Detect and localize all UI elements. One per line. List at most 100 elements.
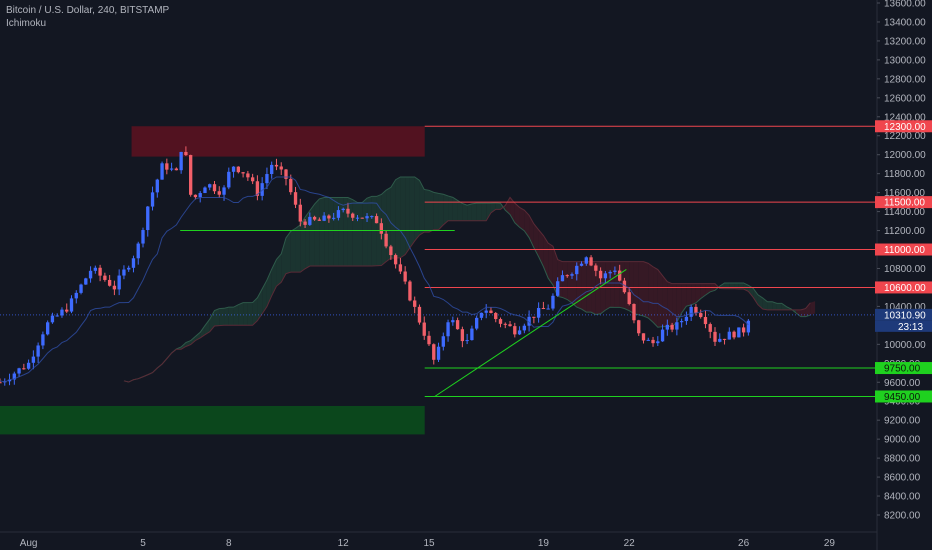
cloud-bear-segment xyxy=(805,302,811,317)
up-candle xyxy=(665,324,670,330)
down-candle xyxy=(651,339,655,344)
up-candle xyxy=(179,151,183,171)
price-axis[interactable]: 8200.00 8400.00 8600.00 8800.00 9000.00 9200.… xyxy=(876,0,932,550)
up-candle xyxy=(737,327,741,338)
up-candle xyxy=(50,315,55,323)
cloud-bear-segment xyxy=(524,210,530,238)
time-tick-label: 19 xyxy=(538,538,550,549)
price-tick-label: 12400.00 xyxy=(884,112,926,123)
down-candle xyxy=(713,331,717,342)
indicator-label[interactable]: Ichimoku xyxy=(6,18,47,29)
time-tick-label: 26 xyxy=(738,538,750,549)
down-candle xyxy=(598,270,603,279)
up-candle xyxy=(484,310,488,313)
up-candle xyxy=(150,192,155,207)
up-candle xyxy=(60,309,64,316)
up-candle xyxy=(560,275,565,282)
cloud-bear-segment xyxy=(676,283,682,323)
up-candle xyxy=(155,179,159,193)
down-candle xyxy=(360,217,364,219)
cloud-bear-segment xyxy=(614,261,620,308)
price-tick-label: 11400.00 xyxy=(884,207,925,218)
down-candle xyxy=(670,324,674,330)
up-candle xyxy=(169,168,174,170)
cloud-bull-segment xyxy=(338,197,344,267)
up-candle xyxy=(322,215,326,221)
down-candle xyxy=(212,184,217,192)
down-candle xyxy=(389,246,393,256)
down-candle xyxy=(489,310,493,314)
up-candle xyxy=(45,322,50,335)
down-candle xyxy=(694,306,698,314)
down-candle xyxy=(98,267,102,276)
cloud-bear-segment xyxy=(681,283,687,313)
cloud-bull-segment xyxy=(219,308,225,326)
cloud-bull-segment xyxy=(209,310,215,332)
up-candle xyxy=(370,216,374,218)
senkou-span-b xyxy=(123,196,811,383)
up-candle xyxy=(146,206,150,231)
price-tick-label: 10400.00 xyxy=(884,302,926,313)
cloud-bull-segment xyxy=(333,197,339,267)
down-candle xyxy=(432,344,436,360)
up-candle xyxy=(613,270,617,272)
time-tick-label: 8 xyxy=(226,538,232,549)
cloud-bear-segment xyxy=(672,283,677,327)
down-candle xyxy=(641,333,646,341)
up-candle xyxy=(718,338,722,342)
time-axis[interactable]: Aug 5 8 12 15 19 22 26 29 xyxy=(0,531,877,549)
cloud-bull-segment xyxy=(748,285,754,298)
cloud-bear-segment xyxy=(638,261,644,317)
down-candle xyxy=(703,317,708,325)
cloud-bear-segment xyxy=(633,261,639,315)
cloud-bull-segment xyxy=(204,319,210,335)
support-price-tag-bg xyxy=(875,362,932,375)
cloud-bull-segment xyxy=(429,190,434,233)
up-candle xyxy=(74,292,78,299)
current-price-tag-countdown-bg xyxy=(875,320,932,332)
cloud-bull-segment xyxy=(438,193,444,230)
horizontal-levels xyxy=(0,125,876,397)
cloud-bear-segment xyxy=(586,261,592,313)
cloud-bull-segment xyxy=(319,197,325,267)
rising-trendline xyxy=(434,269,627,397)
cloud-bull-segment xyxy=(257,288,263,321)
cloud-bear-segment xyxy=(562,261,568,300)
price-tags: 12300.00 11500.00 11000.00 10600.00 9750.00 9… xyxy=(875,120,932,403)
cloud-bull-segment xyxy=(462,203,468,221)
cloud-bull-segment xyxy=(352,199,358,267)
cloud-bull-segment xyxy=(371,196,377,267)
cloud-bull-segment xyxy=(281,237,286,283)
up-candle xyxy=(93,267,98,271)
cloud-bull-segment xyxy=(481,203,487,221)
down-candle xyxy=(188,155,193,195)
down-candle xyxy=(427,335,431,345)
price-zones xyxy=(0,126,425,435)
cloud-bull-segment xyxy=(471,203,477,221)
down-candle xyxy=(379,223,384,234)
down-candle xyxy=(107,279,112,286)
cloud-bear-segment xyxy=(662,275,668,327)
down-candle xyxy=(298,204,302,222)
down-candle xyxy=(565,275,569,277)
down-candle xyxy=(637,320,641,334)
price-tick-label: 10000.00 xyxy=(884,340,926,351)
up-candle xyxy=(227,171,231,188)
down-candle xyxy=(22,368,26,370)
symbol-title[interactable]: Bitcoin / U.S. Dollar, 240, BITSTAMP xyxy=(6,5,170,16)
cloud-bull-segment xyxy=(271,259,277,296)
down-candle xyxy=(246,173,250,178)
up-candle xyxy=(479,312,484,318)
up-candle xyxy=(656,341,660,344)
up-candle xyxy=(7,379,12,382)
cloud-bull-segment xyxy=(781,303,787,310)
price-tick-label: 13000.00 xyxy=(884,55,926,66)
cloud-bear-segment xyxy=(519,207,525,231)
cloud-bull-segment xyxy=(324,197,329,267)
cloud-bull-segment xyxy=(772,301,777,310)
up-candle xyxy=(551,295,555,309)
up-candle xyxy=(675,322,679,330)
up-candle xyxy=(208,184,212,188)
down-candle xyxy=(284,169,288,179)
